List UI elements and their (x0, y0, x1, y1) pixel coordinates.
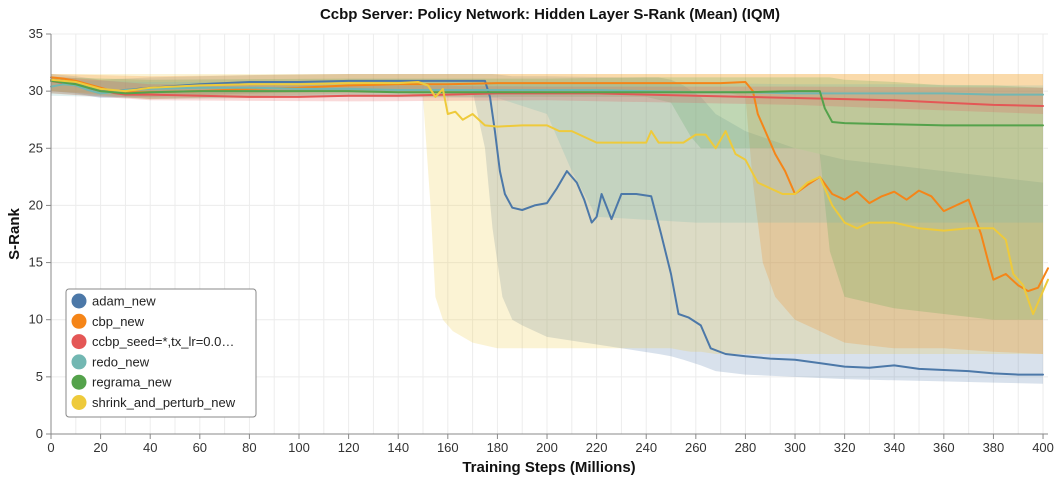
x-tick-label: 300 (784, 440, 806, 455)
y-tick-label: 0 (36, 426, 43, 441)
x-tick-label: 280 (735, 440, 757, 455)
legend-label-regrama-new: regrama_new (92, 375, 172, 390)
legend-label-redo-new: redo_new (92, 354, 150, 369)
x-tick-label: 240 (635, 440, 657, 455)
legend-label-shrink-and-perturb-new: shrink_and_perturb_new (92, 395, 236, 410)
legend-label-cbp-new: cbp_new (92, 314, 145, 329)
legend-label-ccbp-seed-tx-lr-0-0: ccbp_seed=*,tx_lr=0.0… (92, 334, 234, 349)
x-tick-label: 120 (338, 440, 360, 455)
x-tick-label: 200 (536, 440, 558, 455)
y-axis-title: S-Rank (6, 208, 23, 260)
y-tick-label: 15 (29, 255, 43, 270)
y-tick-label: 10 (29, 312, 43, 327)
x-tick-label: 320 (834, 440, 856, 455)
x-tick-label: 400 (1032, 440, 1054, 455)
legend-swatch-redo-new (71, 354, 87, 370)
x-axis-title: Training Steps (Millions) (462, 459, 635, 476)
axis-layer: 0 20 40 60 80 100 120 140 160 180 200 220 240 260 280 3… (29, 26, 1054, 455)
x-tick-label: 140 (387, 440, 409, 455)
y-tick-label: 20 (29, 197, 43, 212)
band-ccbp-seed-tx-lr-0-0 (51, 76, 1043, 114)
y-tick-label: 35 (29, 26, 43, 41)
y-tick-label: 5 (36, 369, 43, 384)
x-tick-label: 100 (288, 440, 310, 455)
x-tick-label: 20 (93, 440, 107, 455)
series-line-redo-new (50, 83, 1044, 96)
band-layer (51, 74, 1043, 384)
band-shrink-and-perturb-new (51, 74, 1043, 354)
series-line-ccbp-seed-tx-lr-0-0 (50, 79, 1044, 107)
chart-title: Ccbp Server: Policy Network: Hidden Laye… (320, 6, 780, 23)
x-tick-label: 380 (983, 440, 1005, 455)
line-layer (50, 76, 1049, 376)
x-tick-label: 260 (685, 440, 707, 455)
series-line-regrama-new (50, 79, 1044, 127)
legend-box (65, 288, 257, 418)
x-tick-label: 0 (47, 440, 54, 455)
band-cbp-new (51, 74, 1043, 354)
band-adam-new (51, 74, 1043, 384)
x-tick-label: 340 (883, 440, 905, 455)
y-tick-label: 30 (29, 83, 43, 98)
band-redo-new (51, 79, 1043, 223)
x-tick-label: 160 (437, 440, 459, 455)
x-tick-label: 180 (487, 440, 509, 455)
x-tick-label: 220 (586, 440, 608, 455)
legend-swatch-cbp-new (71, 313, 87, 329)
legend-swatch-shrink-and-perturb-new (71, 395, 87, 410)
x-tick-label: 80 (242, 440, 256, 455)
series-line-shrink-and-perturb-new (50, 78, 1049, 315)
band-regrama-new (51, 77, 1043, 320)
legend-swatch-adam-new (71, 293, 87, 309)
legend-label-adam-new: adam_new (92, 294, 156, 309)
y-tick-label: 25 (29, 140, 43, 155)
series-line-adam-new (50, 78, 1044, 376)
x-tick-label: 360 (933, 440, 955, 455)
x-tick-label: 40 (143, 440, 157, 455)
x-tick-label: 60 (193, 440, 207, 455)
chart-legend: adam_new cbp_new ccbp_seed=*,tx_lr=0.0…red… (65, 288, 257, 418)
legend-swatch-ccbp-seed-tx-lr-0-0 (71, 334, 87, 350)
legend-swatch-regrama-new (71, 374, 87, 390)
